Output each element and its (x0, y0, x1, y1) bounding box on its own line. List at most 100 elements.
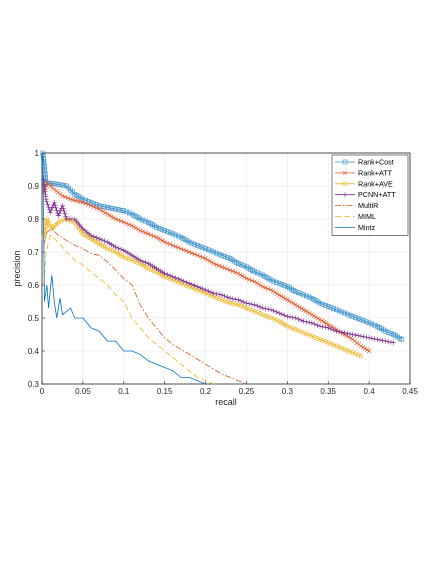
data-point (355, 333, 361, 339)
data-point (331, 327, 337, 333)
data-point (101, 209, 106, 214)
data-point (312, 334, 317, 340)
data-point (124, 255, 129, 261)
data-point (133, 225, 139, 231)
data-point (282, 312, 288, 318)
data-point (48, 224, 53, 229)
data-point (55, 213, 61, 219)
y-axis-label: precision (12, 250, 22, 286)
data-point (377, 337, 383, 343)
data-point (242, 274, 247, 280)
data-point (235, 302, 241, 308)
data-point (276, 310, 282, 316)
data-point (255, 270, 260, 276)
data-point (219, 297, 225, 303)
y-tick-label: 0.7 (28, 248, 40, 257)
data-point (121, 220, 126, 225)
data-point (342, 310, 347, 316)
data-point (328, 323, 333, 329)
data-point (353, 351, 358, 357)
data-point (309, 312, 315, 317)
data-point (263, 306, 269, 312)
data-point (167, 242, 173, 247)
data-point (178, 277, 184, 283)
data-point (49, 226, 55, 232)
data-point (51, 224, 56, 230)
data-point (252, 309, 257, 314)
data-point (385, 339, 391, 345)
data-point (80, 196, 86, 202)
data-point (52, 202, 58, 208)
data-point (246, 306, 252, 312)
data-point (78, 199, 83, 205)
data-point (126, 210, 132, 216)
data-point (358, 353, 364, 359)
data-point (116, 207, 121, 212)
data-point (347, 331, 353, 337)
data-point (42, 164, 47, 169)
data-point (148, 267, 154, 272)
data-point (243, 300, 249, 306)
data-point (333, 328, 339, 334)
data-point (45, 201, 51, 207)
data-point (186, 239, 192, 245)
data-point (352, 332, 358, 338)
data-point (342, 330, 348, 336)
data-point (276, 292, 282, 298)
data-point (41, 179, 47, 185)
data-point (336, 308, 342, 314)
data-point (124, 221, 129, 226)
data-point (184, 248, 189, 254)
data-point (173, 232, 178, 238)
data-point (132, 259, 137, 264)
data-point (115, 245, 121, 251)
data-point (51, 200, 57, 205)
data-point (287, 325, 293, 330)
data-point (311, 313, 317, 319)
data-point (268, 315, 274, 321)
data-point (158, 268, 164, 274)
data-point (304, 331, 309, 337)
data-point (353, 315, 358, 320)
data-point (170, 274, 176, 280)
data-point (53, 181, 59, 187)
data-point (304, 293, 309, 299)
data-point (44, 219, 49, 224)
data-point (298, 291, 304, 297)
data-point (260, 284, 266, 289)
data-point (200, 255, 206, 260)
data-point (41, 176, 47, 182)
data-point (56, 182, 61, 187)
data-point (129, 252, 135, 258)
data-point (40, 150, 46, 156)
data-point (209, 260, 214, 265)
data-point (315, 316, 321, 321)
data-point (252, 302, 258, 308)
data-point (99, 237, 105, 243)
data-point (97, 206, 102, 212)
data-point (244, 305, 249, 311)
data-point (366, 335, 372, 341)
legend-entry: MultiR (335, 201, 378, 210)
data-point (323, 303, 328, 308)
data-point (105, 211, 110, 217)
data-point (348, 335, 353, 341)
data-point (323, 321, 329, 326)
data-point (385, 329, 391, 335)
data-point (399, 337, 405, 342)
data-point (355, 316, 361, 321)
data-point (358, 343, 364, 349)
data-point (214, 262, 219, 267)
legend-marker (342, 159, 348, 165)
data-point (140, 258, 146, 264)
legend-entry: Rank+ATT (335, 168, 393, 177)
data-point (336, 329, 342, 335)
data-point (126, 256, 132, 262)
data-point (235, 261, 241, 266)
series-layer (40, 150, 405, 385)
y-tick-label: 0.5 (28, 314, 40, 323)
data-point (285, 323, 290, 329)
data-point (178, 246, 184, 251)
data-point (320, 301, 326, 307)
